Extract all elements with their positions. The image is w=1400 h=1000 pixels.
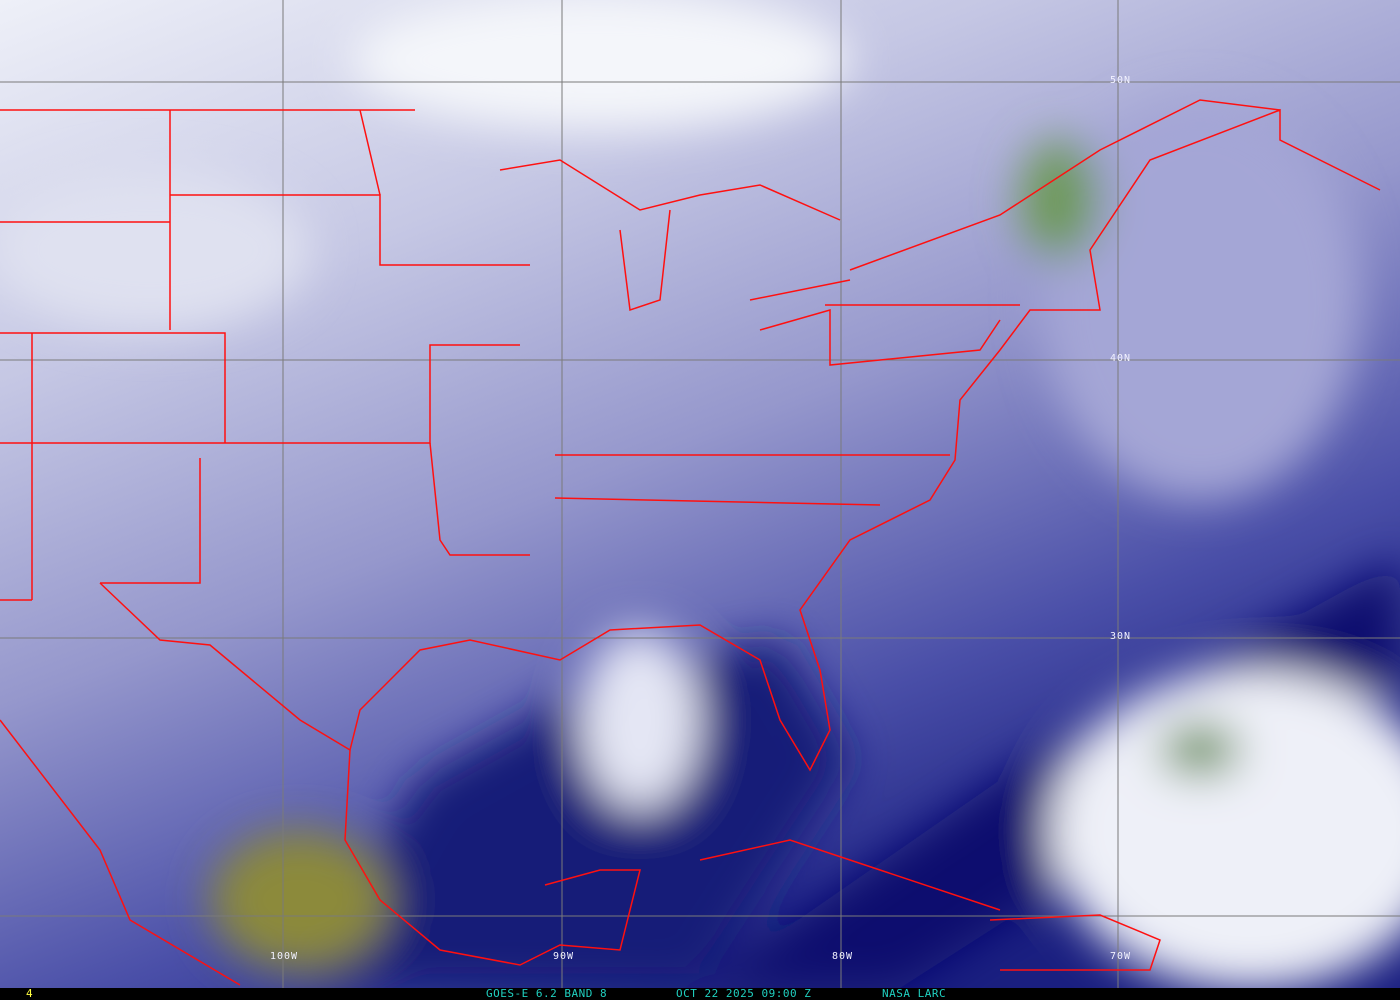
datetime-label: OCT 22 2025 09:00 Z [676,987,812,1000]
info-bar: 4 GOES-E 6.2 BAND 8 OCT 22 2025 09:00 Z … [0,988,1400,1000]
political-boundaries [0,99,1381,986]
lat-label-50n: 50N [1110,75,1132,86]
lat-label-40n: 40N [1110,353,1132,364]
lon-label-100w: 100W [270,951,299,962]
lat-label-30n: 30N [1110,631,1132,642]
product-label: GOES-E 6.2 BAND 8 [486,987,608,1000]
lon-label-80w: 80W [832,951,854,962]
source-label: NASA LARC [882,987,947,1000]
lon-label-70w: 70W [1110,951,1132,962]
lon-label-90w: 90W [553,951,575,962]
frame-number: 4 [26,987,33,1000]
